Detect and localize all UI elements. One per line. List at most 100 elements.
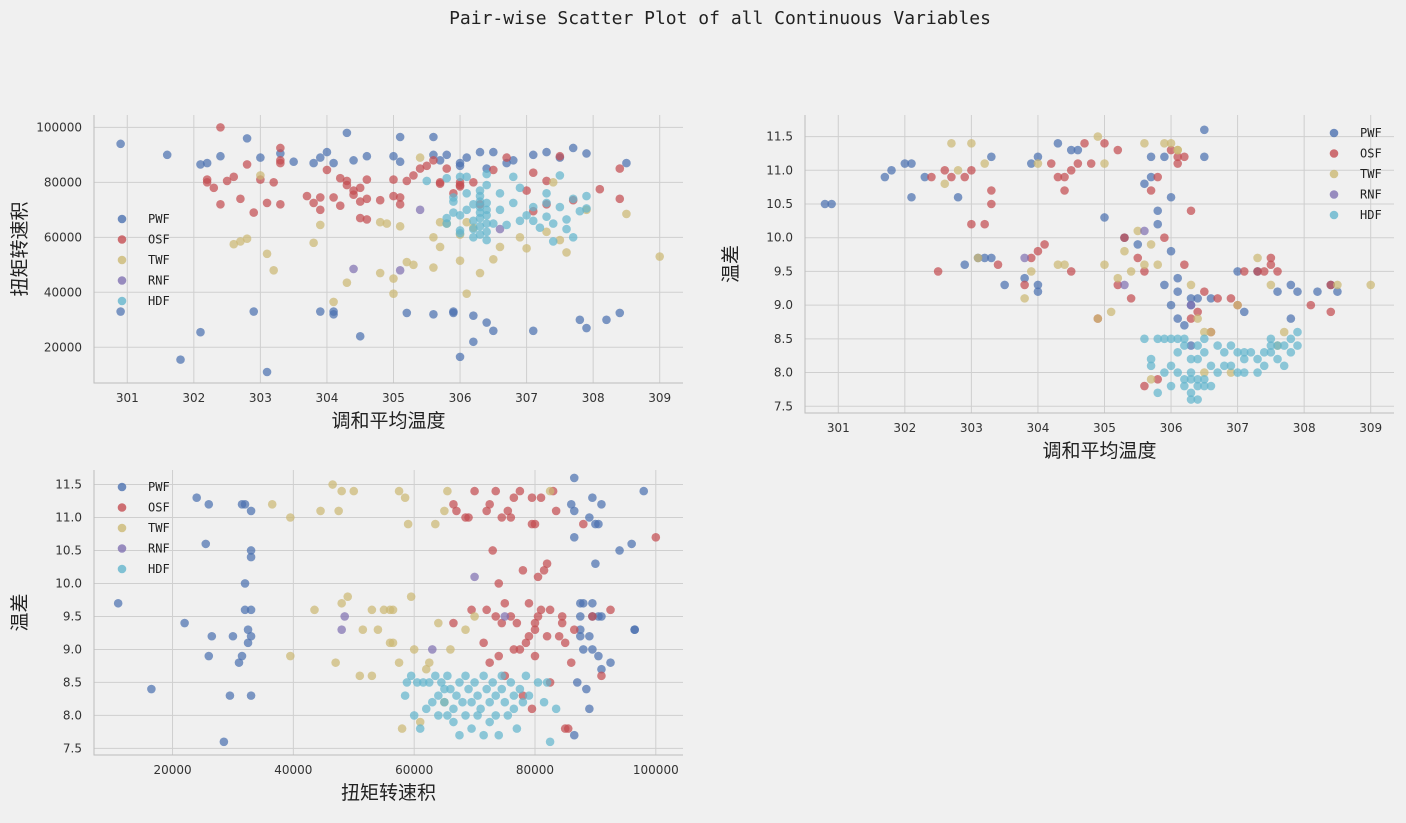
data-point — [395, 157, 405, 167]
data-point — [402, 308, 412, 318]
legend-marker — [117, 296, 127, 306]
data-point — [1166, 300, 1176, 310]
data-point — [500, 697, 510, 707]
data-point — [482, 684, 491, 694]
data-point — [422, 176, 432, 186]
data-point — [1060, 172, 1069, 182]
data-point — [216, 200, 225, 209]
data-point — [508, 172, 518, 182]
data-point — [1180, 381, 1189, 391]
data-point — [560, 638, 570, 648]
data-point — [1246, 348, 1256, 357]
data-point — [575, 206, 585, 216]
series-rnf — [1020, 226, 1196, 310]
data-point — [497, 684, 507, 694]
data-point — [512, 724, 522, 733]
data-point — [1279, 361, 1289, 371]
legend-label: PWF — [148, 212, 170, 226]
data-point — [409, 260, 418, 270]
data-point — [940, 179, 950, 189]
data-point — [1100, 139, 1109, 148]
data-point — [1073, 159, 1083, 168]
data-point — [435, 217, 445, 227]
data-point — [482, 198, 491, 208]
data-point — [475, 147, 485, 157]
data-point — [576, 631, 585, 641]
data-point — [1219, 361, 1229, 371]
data-point — [442, 150, 452, 160]
data-point — [1020, 294, 1029, 303]
data-point — [960, 260, 970, 269]
data-point — [329, 158, 338, 168]
data-point — [402, 176, 412, 186]
data-point — [491, 691, 501, 700]
data-point — [545, 486, 555, 496]
data-point — [940, 165, 950, 175]
data-point — [522, 211, 531, 220]
data-point — [315, 153, 325, 162]
data-point — [568, 194, 578, 204]
data-point — [470, 572, 479, 582]
data-point — [1233, 267, 1242, 276]
data-point — [1133, 240, 1143, 249]
data-point — [597, 500, 606, 509]
data-point — [987, 253, 996, 263]
data-point — [246, 631, 256, 641]
data-point — [1180, 321, 1189, 330]
legend: PWF OSF TWF RNF HDF — [117, 212, 170, 308]
data-point — [329, 193, 338, 202]
data-point — [349, 486, 359, 496]
data-point — [485, 500, 494, 509]
data-point — [509, 704, 519, 714]
data-point — [1146, 152, 1156, 162]
data-point — [394, 658, 404, 667]
data-point — [1173, 368, 1183, 377]
data-point — [960, 172, 970, 182]
data-point — [1166, 361, 1176, 371]
data-point — [204, 500, 214, 509]
data-point — [588, 598, 597, 608]
legend-marker — [117, 482, 127, 492]
data-point — [615, 546, 624, 555]
y-tick-label: 9.5 — [63, 609, 82, 623]
data-point — [309, 238, 318, 248]
data-point — [582, 684, 591, 694]
data-point — [542, 198, 551, 208]
data-point — [443, 671, 452, 681]
x-tick-label: 20000 — [153, 763, 191, 777]
x-tick-label: 306 — [1160, 421, 1183, 435]
data-point — [1053, 260, 1063, 269]
data-point — [1326, 280, 1336, 290]
data-point — [630, 625, 639, 634]
data-point — [1279, 327, 1289, 337]
data-point — [355, 183, 365, 193]
data-point — [286, 651, 295, 661]
data-point — [469, 200, 478, 209]
series-osf — [202, 123, 625, 224]
data-point — [515, 216, 525, 226]
data-point — [1213, 294, 1222, 303]
data-point — [1093, 132, 1103, 141]
data-point — [316, 506, 325, 516]
legend-label: OSF — [1360, 147, 1382, 161]
data-point — [355, 213, 365, 223]
data-point — [434, 618, 443, 628]
data-point — [1120, 233, 1129, 243]
data-point — [509, 691, 519, 700]
data-point — [1146, 354, 1156, 364]
y-tick-label: 11.0 — [55, 511, 82, 525]
data-point — [953, 192, 963, 202]
data-point — [449, 618, 458, 628]
data-point — [588, 645, 597, 654]
data-point — [196, 327, 205, 337]
data-point — [900, 159, 910, 168]
data-point — [469, 216, 478, 226]
data-point — [469, 337, 478, 347]
data-point — [542, 678, 552, 687]
data-point — [539, 697, 549, 707]
data-point — [452, 691, 461, 700]
data-point — [455, 730, 464, 740]
data-point — [342, 278, 352, 287]
series-twf — [229, 153, 665, 307]
